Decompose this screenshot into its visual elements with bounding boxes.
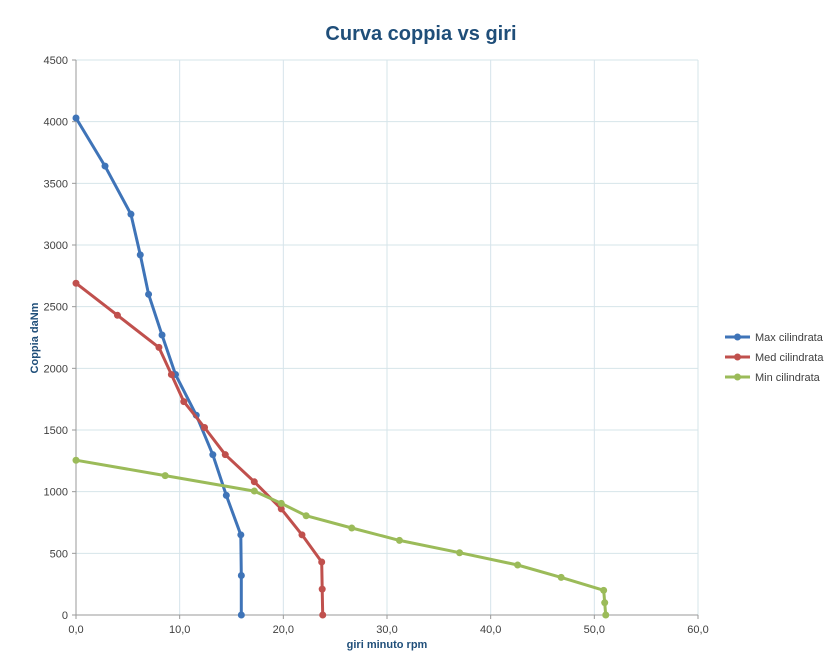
data-point-med-cilindrata xyxy=(277,505,285,513)
data-point-max-cilindrata xyxy=(222,491,230,499)
data-point-med-cilindrata xyxy=(318,585,326,593)
data-point-med-cilindrata xyxy=(319,611,327,619)
data-point-med-cilindrata xyxy=(201,424,209,432)
y-tick-label: 0 xyxy=(62,610,68,622)
x-tick-label: 60,0 xyxy=(687,624,708,636)
x-tick-label: 10,0 xyxy=(169,624,190,636)
legend-item-min-cilindrata: Min cilindrata xyxy=(725,372,821,384)
data-point-min-cilindrata xyxy=(557,573,565,581)
data-point-med-cilindrata xyxy=(72,279,80,287)
legend-swatch-marker xyxy=(734,333,741,341)
y-axis-title: Coppia daNm xyxy=(29,302,41,373)
axes: 0 500 1000 1500 2000 2500 3000 3500 4000 4500 0,0 1… xyxy=(44,55,709,636)
y-tick-label: 2500 xyxy=(44,302,68,314)
grid xyxy=(75,59,699,616)
data-point-med-cilindrata xyxy=(221,451,229,459)
data-point-min-cilindrata xyxy=(514,561,522,569)
y-tick-label: 3500 xyxy=(44,178,68,190)
data-point-max-cilindrata xyxy=(127,210,135,218)
series-med-cilindrata xyxy=(72,279,327,619)
data-point-min-cilindrata xyxy=(602,611,610,619)
x-axis-title: giri minuto rpm xyxy=(347,639,428,651)
series-max-cilindrata xyxy=(72,114,245,619)
series-min-cilindrata xyxy=(72,456,610,619)
data-point-min-cilindrata xyxy=(302,512,310,520)
data-point-max-cilindrata xyxy=(158,331,166,339)
data-point-min-cilindrata xyxy=(456,549,464,557)
data-point-med-cilindrata xyxy=(318,558,326,566)
x-tick-label: 20,0 xyxy=(273,624,294,636)
y-tick-label: 1000 xyxy=(44,487,68,499)
data-point-max-cilindrata xyxy=(209,451,217,459)
data-point-min-cilindrata xyxy=(277,499,285,507)
legend-label: Min cilindrata xyxy=(755,372,821,384)
legend-swatch-marker xyxy=(734,373,741,381)
data-point-med-cilindrata xyxy=(113,311,121,319)
series-line-max-cilindrata xyxy=(74,117,243,615)
x-tick-label: 30,0 xyxy=(376,624,397,636)
data-point-min-cilindrata xyxy=(348,524,356,532)
data-point-min-cilindrata xyxy=(250,487,258,495)
data-point-med-cilindrata xyxy=(250,478,258,486)
data-point-med-cilindrata xyxy=(155,343,163,351)
y-tick-label: 4000 xyxy=(44,117,68,129)
data-point-max-cilindrata xyxy=(101,162,109,170)
y-tick-label: 4500 xyxy=(44,55,68,67)
data-point-med-cilindrata xyxy=(167,371,175,378)
data-point-min-cilindrata xyxy=(161,472,169,480)
x-tick-label: 0,0 xyxy=(68,624,83,636)
series-line-min-cilindrata xyxy=(75,458,608,616)
data-point-max-cilindrata xyxy=(145,290,153,298)
legend-label: Med cilindrata xyxy=(755,352,824,364)
legend-label: Max cilindrata xyxy=(755,332,824,344)
data-point-med-cilindrata xyxy=(180,398,188,406)
y-tick-label: 3000 xyxy=(44,240,68,252)
x-tick-label: 40,0 xyxy=(480,624,501,636)
data-point-max-cilindrata xyxy=(136,251,144,259)
data-point-max-cilindrata xyxy=(237,531,245,539)
legend-item-max-cilindrata: Max cilindrata xyxy=(725,332,824,344)
legend: Max cilindrata Med cilindrata Min cilindra… xyxy=(725,332,824,384)
data-point-min-cilindrata xyxy=(600,586,608,594)
data-point-max-cilindrata xyxy=(237,572,245,580)
legend-swatch-marker xyxy=(734,353,741,361)
y-tick-label: 1500 xyxy=(44,425,68,437)
data-point-max-cilindrata xyxy=(237,611,245,619)
series-group xyxy=(72,114,610,619)
y-tick-label: 2000 xyxy=(44,363,68,375)
series-line-med-cilindrata xyxy=(75,282,325,616)
legend-item-med-cilindrata: Med cilindrata xyxy=(725,352,824,364)
x-tick-label: 50,0 xyxy=(584,624,605,636)
data-point-min-cilindrata xyxy=(601,599,609,607)
data-point-med-cilindrata xyxy=(298,531,306,539)
data-point-max-cilindrata xyxy=(72,114,80,122)
y-tick-label: 500 xyxy=(50,548,68,560)
data-point-min-cilindrata xyxy=(395,536,403,544)
data-point-min-cilindrata xyxy=(72,456,80,464)
chart-title: Curva coppia vs giri xyxy=(325,23,516,45)
